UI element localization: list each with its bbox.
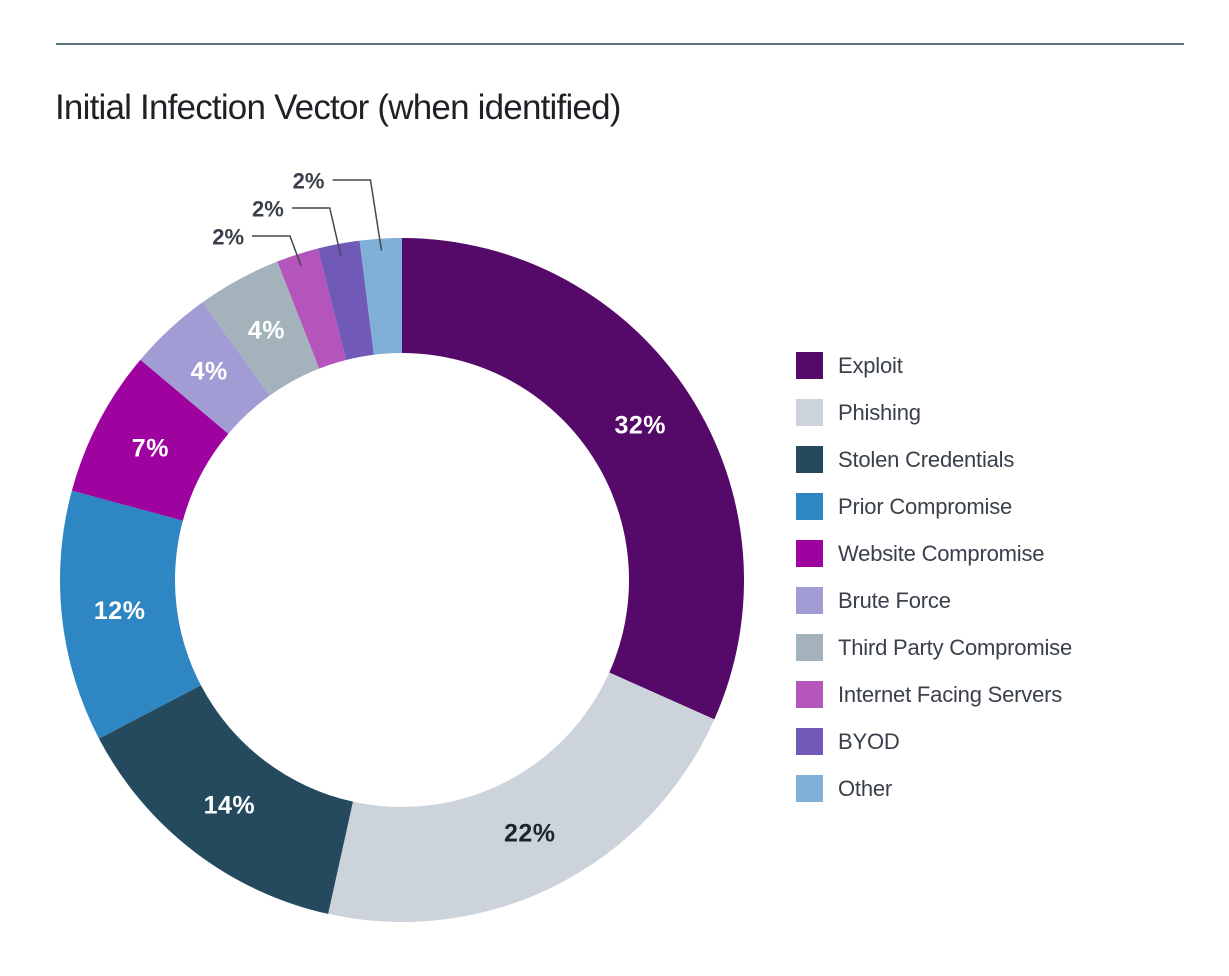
legend-label-stolen-credentials: Stolen Credentials (838, 446, 1015, 472)
slice-value-label-website-compromise: 7% (132, 434, 169, 462)
legend-label-internet-facing-servers: Internet Facing Servers (838, 681, 1063, 707)
slice-value-label-prior-compromise: 12% (94, 597, 146, 625)
legend-item-exploit: Exploit (796, 352, 1072, 379)
pie-slice-internet-facing-servers (277, 248, 347, 369)
slice-value-label-brute-force: 4% (191, 358, 228, 386)
pie-slice-byod (317, 240, 374, 360)
pie-slice-exploit (402, 238, 744, 720)
legend-item-third-party-compromise: Third Party Compromise (796, 634, 1072, 661)
slice-value-label-exploit: 32% (614, 411, 666, 439)
legend-swatch-website-compromise (796, 540, 823, 567)
chart-title: Initial Infection Vector (when identifie… (55, 88, 621, 127)
legend-item-other: Other (796, 775, 1072, 802)
legend-label-third-party-compromise: Third Party Compromise (838, 634, 1072, 660)
callout-leader-line-byod (291, 207, 342, 256)
slice-value-label-third-party-compromise: 4% (248, 316, 285, 344)
pie-slice-other (359, 238, 402, 355)
legend-item-internet-facing-servers: Internet Facing Servers (796, 681, 1072, 708)
slice-value-label-phishing: 22% (504, 820, 556, 848)
legend-item-brute-force: Brute Force (796, 587, 1072, 614)
legend-swatch-third-party-compromise (796, 634, 823, 661)
callout-leader-line-internet-facing-servers (252, 235, 302, 267)
legend-item-phishing: Phishing (796, 399, 1072, 426)
legend-swatch-byod (796, 728, 823, 755)
legend-label-phishing: Phishing (838, 399, 921, 425)
legend-swatch-prior-compromise (796, 493, 823, 520)
legend-swatch-other (796, 775, 823, 802)
legend-item-prior-compromise: Prior Compromise (796, 493, 1072, 520)
legend-label-other: Other (838, 775, 893, 801)
pie-slice-prior-compromise (60, 490, 201, 739)
legend-item-website-compromise: Website Compromise (796, 540, 1072, 567)
legend-swatch-phishing (796, 399, 823, 426)
callout-value-label-internet-facing-servers: 2% (212, 225, 244, 250)
legend-label-prior-compromise: Prior Compromise (838, 493, 1013, 519)
pie-slice-website-compromise (71, 359, 229, 521)
legend-label-byod: BYOD (838, 728, 900, 754)
top-rule (56, 43, 1184, 45)
legend-swatch-stolen-credentials (796, 446, 823, 473)
callout-value-label-other: 2% (293, 169, 325, 194)
pie-slice-phishing (328, 672, 715, 922)
legend-label-brute-force: Brute Force (838, 587, 951, 613)
pie-slice-stolen-credentials (98, 685, 353, 914)
slice-value-label-stolen-credentials: 14% (204, 792, 256, 820)
pie-slice-brute-force (140, 302, 270, 434)
legend-label-exploit: Exploit (838, 352, 903, 378)
legend-swatch-internet-facing-servers (796, 681, 823, 708)
legend-label-website-compromise: Website Compromise (838, 540, 1045, 566)
legend-swatch-exploit (796, 352, 823, 379)
legend-item-stolen-credentials: Stolen Credentials (796, 446, 1072, 473)
callout-leader-line-other (332, 179, 383, 251)
chart-legend: Exploit Phishing Stolen Credentials Prior C… (796, 352, 1072, 822)
callout-value-label-byod: 2% (252, 197, 284, 222)
legend-swatch-brute-force (796, 587, 823, 614)
pie-slice-third-party-compromise (202, 261, 320, 396)
legend-item-byod: BYOD (796, 728, 1072, 755)
